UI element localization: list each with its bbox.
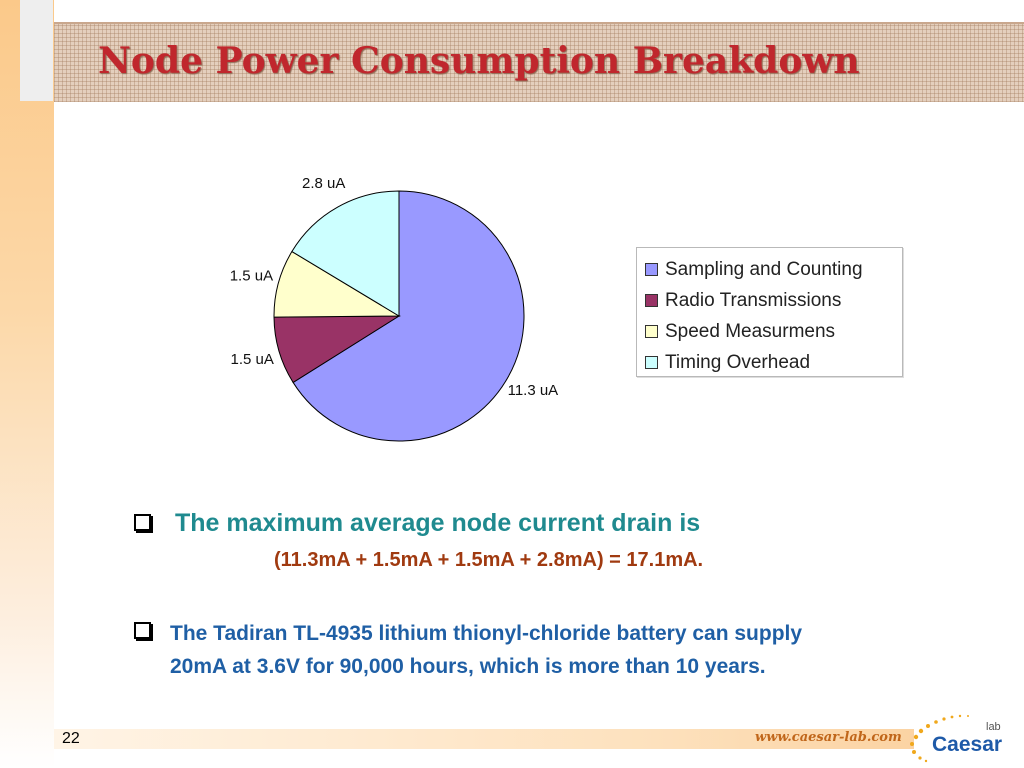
bullet-text: The Tadiran TL-4935 lithium thionyl-chlo…: [170, 617, 802, 683]
pie-chart: 11.3 uA 1.5 uA 1.5 uA 2.8 uA: [230, 175, 558, 442]
legend-swatch: [645, 263, 658, 276]
legend-item-speed: Speed Measurmens: [645, 316, 902, 347]
legend-swatch: [645, 325, 658, 338]
logo-wordmark: Caesar: [932, 733, 1003, 756]
checkbox-bullet-icon: [134, 514, 151, 531]
title-band-line: [54, 22, 1024, 24]
pie-data-label: 11.3 uA: [508, 382, 559, 399]
page-title: Node Power Consumption Breakdown: [98, 40, 860, 82]
legend-label: Timing Overhead: [665, 351, 811, 373]
footer-url: www.caesar-lab.com: [755, 730, 902, 745]
legend-swatch: [645, 294, 658, 307]
bullet-current-drain: The maximum average node current drain i…: [134, 509, 700, 538]
bullet-line: The Tadiran TL-4935 lithium thionyl-chlo…: [170, 622, 803, 645]
bullet-text: The maximum average node current drain i…: [175, 509, 701, 537]
legend-item-sampling: Sampling and Counting: [645, 254, 902, 285]
legend-label: Speed Measurmens: [665, 320, 836, 342]
pie-data-label: 1.5 uA: [230, 268, 273, 285]
left-decor-bar: [0, 0, 54, 768]
chart-legend: Sampling and Counting Radio Transmission…: [636, 247, 903, 377]
pie-data-label: 2.8 uA: [302, 175, 345, 192]
legend-label: Radio Transmissions: [665, 289, 842, 311]
bullet-battery: The Tadiran TL-4935 lithium thionyl-chlo…: [134, 617, 802, 683]
pie-slices: [273, 190, 525, 442]
checkbox-bullet-icon: [134, 622, 151, 639]
logo-swoosh-icon: [910, 714, 969, 763]
legend-label: Sampling and Counting: [665, 258, 863, 280]
bullet-line: 20mA at 3.6V for 90,000 hours, which is …: [170, 655, 766, 678]
bullet-formula: (11.3mA + 1.5mA + 1.5mA + 2.8mA) = 17.1m…: [274, 549, 704, 571]
legend-swatch: [645, 356, 658, 369]
pie-data-label: 1.5 uA: [231, 351, 274, 368]
pie-labels: 11.3 uA 1.5 uA 1.5 uA 2.8 uA: [230, 175, 558, 399]
page-number: 22: [62, 730, 80, 747]
logo-lab-text: lab: [986, 721, 1001, 733]
legend-item-timing: Timing Overhead: [645, 347, 902, 378]
left-decor-block: [20, 0, 53, 101]
legend-item-radio: Radio Transmissions: [645, 285, 902, 316]
pie-slice: [291, 190, 400, 317]
pie-slice: [292, 190, 525, 442]
footer-band: [54, 729, 914, 749]
title-band: [54, 22, 1024, 102]
caesar-logo: lab Caesar: [906, 712, 1016, 764]
